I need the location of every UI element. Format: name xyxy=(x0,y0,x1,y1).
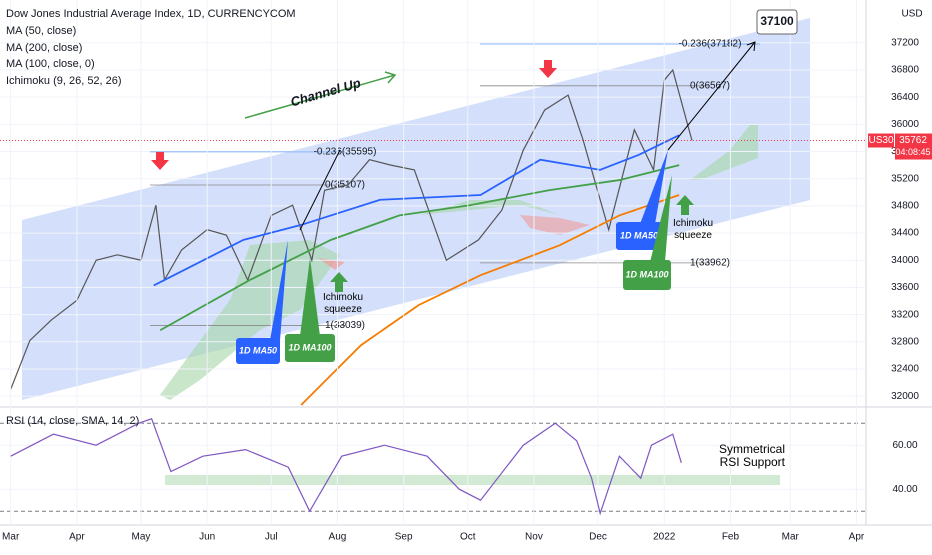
y-tick-label: 40.00 xyxy=(892,484,917,495)
fib-label: -0.236(37182) xyxy=(679,39,742,50)
x-tick-label: Mar xyxy=(782,532,800,543)
y-tick-label: 60.00 xyxy=(892,440,917,451)
y-tick-label: 35200 xyxy=(891,173,919,184)
annotation: 1D MA50 xyxy=(239,345,277,355)
fib-label: -0.236(35595) xyxy=(314,147,377,158)
callout xyxy=(623,260,671,290)
y-tick-label: 32000 xyxy=(891,391,919,402)
y-tick-label: 34800 xyxy=(891,201,919,212)
callout xyxy=(616,222,662,250)
ichimoku-cloud xyxy=(520,215,590,235)
annotation: Ichimoku squeeze xyxy=(322,292,363,315)
y-tick-label: 36000 xyxy=(891,119,919,130)
price-label: 35762 xyxy=(899,135,927,146)
annotation: Ichimoku squeeze xyxy=(672,218,713,241)
x-tick-label: Feb xyxy=(722,532,740,543)
channel xyxy=(22,18,810,400)
x-tick-label: Aug xyxy=(329,532,347,543)
x-tick-label: Apr xyxy=(69,532,85,543)
top-marker xyxy=(151,152,169,170)
series-line xyxy=(10,68,693,390)
legend-entry: Ichimoku (9, 26, 52, 26) xyxy=(6,75,122,87)
x-tick-label: Nov xyxy=(525,532,543,543)
x-tick-label: May xyxy=(132,532,151,543)
x-tick-label: Jun xyxy=(199,532,215,543)
annotation: 37100 xyxy=(760,14,794,28)
ichimoku-cloud xyxy=(318,258,345,270)
arrow-head xyxy=(384,71,397,84)
series-line xyxy=(10,418,682,516)
y-tick-label: 33200 xyxy=(891,309,919,320)
top-marker xyxy=(539,60,557,78)
callout-tail xyxy=(270,240,288,340)
x-tick-label: Apr xyxy=(849,532,865,543)
fib-label: 1(33039) xyxy=(325,320,365,331)
x-tick-label: Jul xyxy=(265,532,278,543)
y-tick-label: 33600 xyxy=(891,282,919,293)
x-tick-label: Oct xyxy=(460,532,476,543)
series-line xyxy=(300,194,680,406)
callout-tail xyxy=(300,258,320,336)
projection-arrow xyxy=(667,41,756,151)
chart-title: Dow Jones Industrial Average Index, 1D, … xyxy=(6,8,296,20)
currency: USD xyxy=(901,9,922,20)
annotation-box: Symmetrical RSI Support xyxy=(718,443,785,469)
ichimoku-cloud xyxy=(420,200,560,215)
price-tag xyxy=(895,133,932,160)
series-line xyxy=(153,134,680,287)
ichimoku-cloud xyxy=(690,125,758,180)
x-tick-label: Dec xyxy=(589,532,607,543)
callout xyxy=(285,334,335,362)
callout xyxy=(236,338,280,364)
annotation-box: Ichimoku squeeze xyxy=(672,218,713,241)
fib-label: 0(36567) xyxy=(690,80,730,91)
legend-entry: MA (100, close, 0) xyxy=(6,58,95,70)
y-tick-label: 36400 xyxy=(891,92,919,103)
countdown-label: 04:08:45 xyxy=(895,147,930,157)
y-tick-label: 34000 xyxy=(891,255,919,266)
legend-entry: MA (50, close) xyxy=(6,25,76,37)
squeeze-marker xyxy=(330,272,348,292)
rsi-support-zone xyxy=(165,475,780,485)
y-tick-label: 37200 xyxy=(891,37,919,48)
annotation: 1D MA50 xyxy=(620,230,658,240)
ichimoku-cloud xyxy=(160,240,340,400)
annotation: 1D MA100 xyxy=(625,269,668,279)
legend-entry: MA (200, close) xyxy=(6,42,82,54)
x-tick-label: Sep xyxy=(395,532,413,543)
arrow-head xyxy=(746,41,756,52)
y-tick-label: 36800 xyxy=(891,65,919,76)
y-tick-label: 34400 xyxy=(891,228,919,239)
annotation: 1D MA100 xyxy=(288,342,331,352)
y-tick-label: 32400 xyxy=(891,364,919,375)
target-box xyxy=(756,9,798,35)
annotation: Symmetrical RSI Support xyxy=(718,443,785,469)
y-tick-label: 32800 xyxy=(891,336,919,347)
fib-label: 1(33962) xyxy=(690,257,730,268)
rsi-title: RSI (14, close, SMA, 14, 2) xyxy=(6,415,139,427)
series-line xyxy=(159,164,680,332)
x-tick-label: 2022 xyxy=(653,532,676,543)
annotation-box: Ichimoku squeeze xyxy=(322,292,363,315)
symbol-tag xyxy=(868,133,894,148)
callout-tail xyxy=(650,175,672,262)
channel-arrow xyxy=(244,74,396,119)
x-tick-label: Mar xyxy=(2,532,20,543)
projection-arrow xyxy=(299,149,341,231)
callout-tail xyxy=(640,150,668,224)
squeeze-marker xyxy=(676,195,694,215)
symbol-label: US30 xyxy=(868,135,893,146)
